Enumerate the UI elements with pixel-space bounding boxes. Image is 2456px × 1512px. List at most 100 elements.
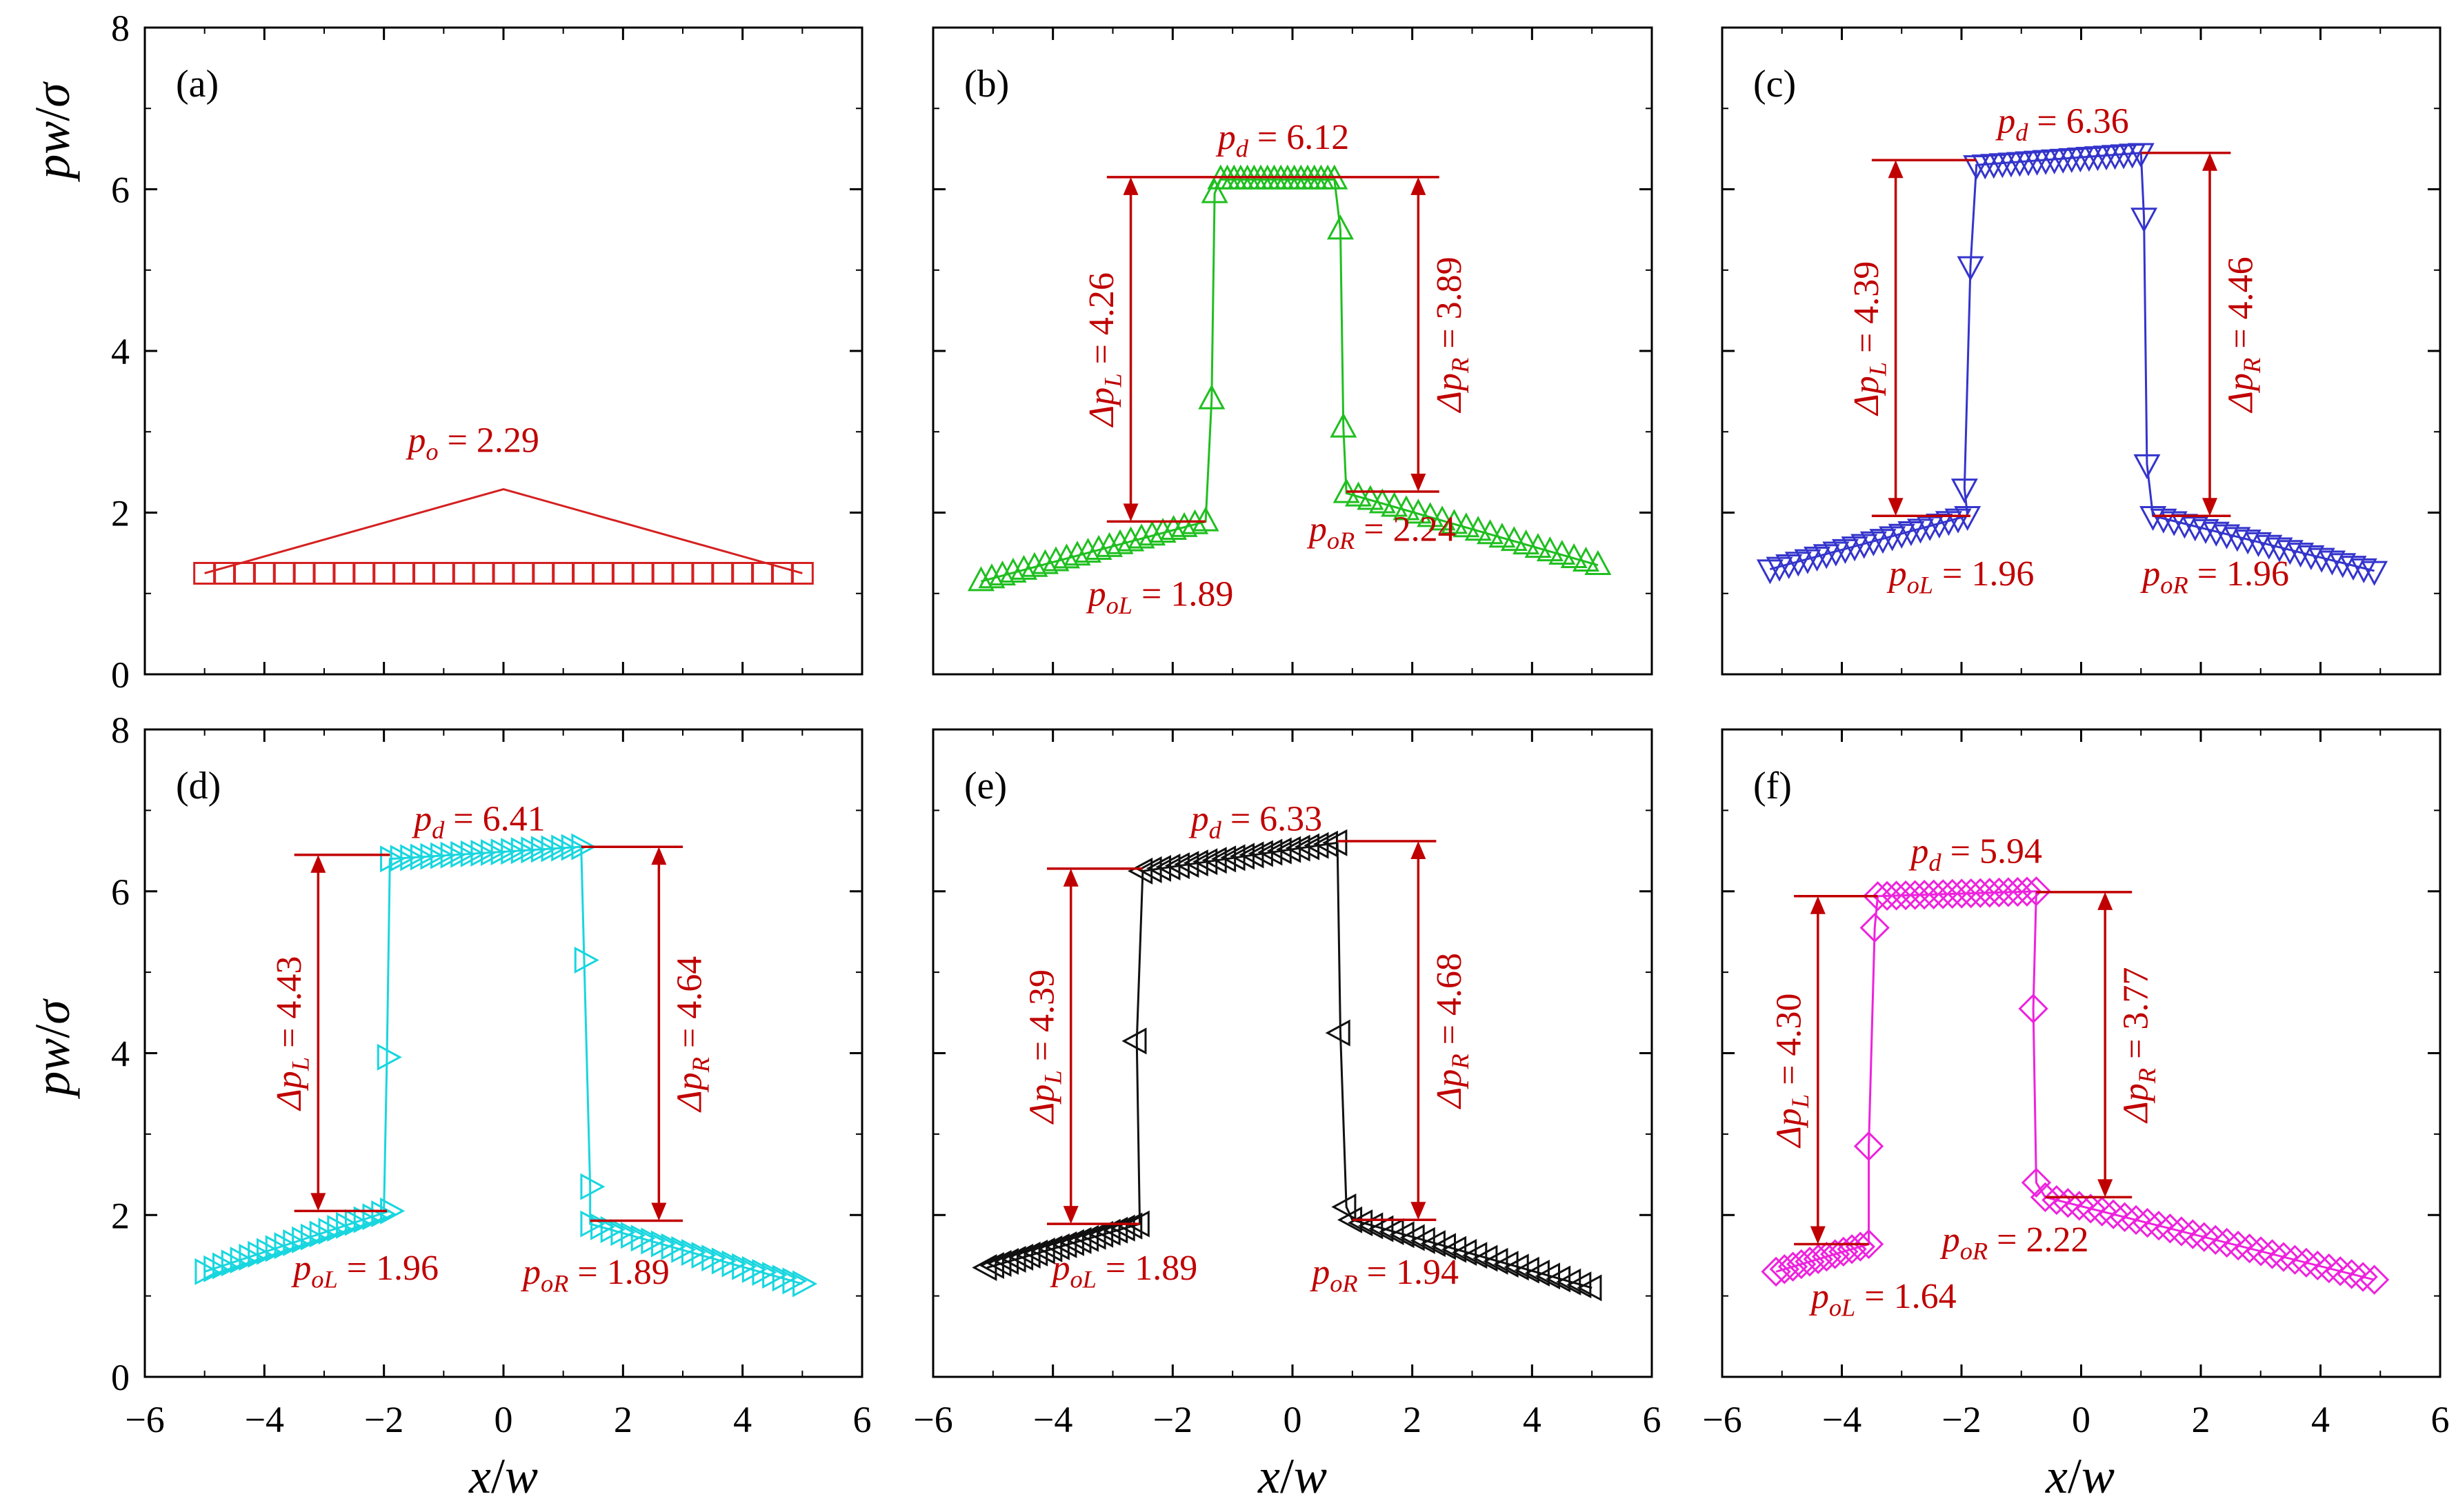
data-point [2150, 508, 2177, 534]
data-point [300, 1223, 326, 1251]
data-point [790, 561, 814, 585]
value-annotation-rest: = 1.89 [1097, 1249, 1197, 1288]
delta-label-main: Δp [1022, 1085, 1061, 1125]
data-point [2318, 550, 2346, 576]
value-annotation: poL = 1.64 [1808, 1277, 1957, 1321]
delta-label: ΔpL = 4.26 [1082, 272, 1126, 427]
data-point [1950, 478, 1978, 504]
panel-label: (f) [1753, 765, 1792, 807]
data-point [2109, 1202, 2140, 1233]
value-annotation-sub: oL [1829, 1294, 1855, 1322]
data-point [1381, 492, 1408, 517]
delta-label-rest: = 4.43 [270, 956, 309, 1057]
value-annotation-main: p [520, 1253, 541, 1292]
data-point [1853, 1131, 1884, 1162]
data-point [2336, 1259, 2367, 1289]
x-axis-label-w: w [2081, 1449, 2115, 1504]
data-point [194, 1258, 220, 1285]
y-tick-label: 6 [111, 170, 130, 211]
arrow-head-up [1063, 868, 1079, 887]
data-point [1128, 523, 1155, 549]
data-point [1417, 502, 1444, 527]
data-point [580, 1173, 606, 1200]
data-point [2200, 1224, 2230, 1256]
panel-label: (e) [964, 765, 1007, 807]
x-axis-label-slash: / [2068, 1449, 2081, 1504]
x-axis-label-b: x/w [1257, 1449, 1327, 1504]
x-tick-label: 6 [2431, 1399, 2450, 1440]
delta-arrow: ΔpR = 4.68 [1410, 840, 1474, 1220]
data-point [1392, 495, 1420, 521]
data-point [1548, 539, 1576, 565]
data-point [2291, 1247, 2322, 1278]
data-point [332, 561, 356, 585]
y-axis-label-top: pw/σ [25, 81, 80, 183]
value-annotation-sub: oR [541, 1269, 568, 1297]
data-point [203, 1255, 229, 1282]
data-point [452, 561, 475, 585]
data-point [751, 561, 775, 585]
data-point [1330, 412, 1357, 438]
series-c [1756, 143, 2388, 586]
data-point [2268, 1242, 2299, 1272]
value-annotation-main: p [1188, 800, 1209, 839]
value-annotation-sub: oR [1330, 1269, 1357, 1297]
delta-label-main: Δp [1847, 376, 1886, 416]
data-point [392, 561, 416, 585]
data-point [552, 561, 575, 585]
data-point [1853, 1229, 1884, 1260]
x-tick-label: −2 [364, 1399, 403, 1440]
x-tick-label: −6 [913, 1399, 952, 1440]
data-point [1769, 1254, 1799, 1284]
value-annotation-rest: = 6.12 [1248, 118, 1349, 157]
delta-label-rest: = 4.30 [1769, 994, 1808, 1094]
data-point [1322, 829, 1348, 856]
data-point [2234, 530, 2262, 555]
data-point [212, 1252, 238, 1280]
data-point [978, 563, 1006, 589]
value-annotation-sub: oL [1907, 571, 1933, 598]
data-point [232, 561, 256, 585]
data-point [2276, 540, 2304, 565]
data-point [1462, 1242, 1488, 1269]
series-line [986, 841, 1593, 1289]
value-annotation-main: p [1908, 832, 1928, 871]
value-annotation-rest: = 5.94 [1941, 832, 2042, 871]
delta-arrow: ΔpR = 3.89 [1410, 177, 1474, 492]
data-point [1488, 523, 1516, 548]
data-point [2329, 553, 2357, 578]
value-annotation: poL = 1.89 [1049, 1249, 1197, 1293]
arrow-head-down [2097, 1179, 2113, 1198]
series-d [194, 833, 818, 1298]
delta-label-sub: R [1446, 358, 1474, 374]
data-point [1546, 1265, 1571, 1293]
data-point [312, 561, 336, 585]
data-point [1859, 912, 1890, 943]
x-axis-label-x: x [2045, 1449, 2068, 1504]
data-point [691, 561, 715, 585]
data-point [2182, 516, 2209, 542]
data-point [2064, 1191, 2095, 1221]
delta-label-main: Δp [1769, 1108, 1808, 1149]
data-point [2021, 1167, 2052, 1198]
data-point [2192, 518, 2219, 545]
delta-arrow: ΔpR = 4.64 [651, 847, 715, 1221]
x-tick-label: 6 [1643, 1399, 1661, 1440]
delta-label: ΔpL = 4.39 [1847, 261, 1891, 416]
arrow-head-up [310, 854, 326, 873]
data-point [1124, 1210, 1150, 1238]
x-tick-label: −6 [125, 1399, 164, 1440]
y-tick-label: 2 [111, 493, 130, 534]
y-axis-label-pw: pw [25, 1038, 80, 1100]
data-point [572, 561, 595, 585]
data-point [1170, 512, 1198, 537]
data-point [2098, 1199, 2128, 1229]
data-point [2144, 1211, 2174, 1241]
data-point [2279, 1244, 2310, 1275]
value-annotation-rest: = 2.22 [1988, 1220, 2088, 1260]
data-point [1811, 1241, 1842, 1272]
data-point [1064, 541, 1091, 566]
y-axis-label-bottom: pw/σ [25, 998, 80, 1100]
